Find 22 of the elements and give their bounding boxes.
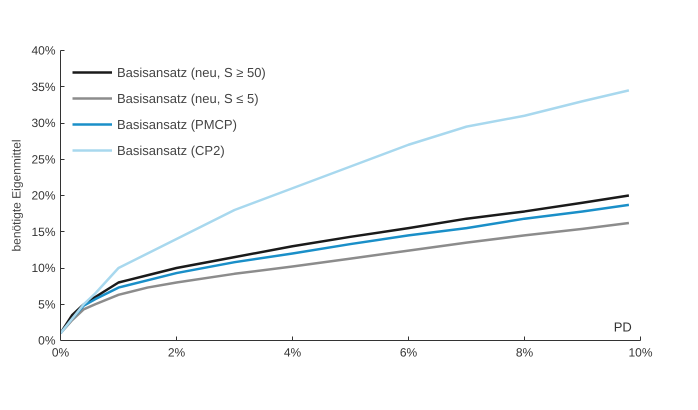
y-tick-label: 25% (31, 152, 56, 166)
x-tick-label: 4% (284, 346, 302, 360)
legend-label: Basisansatz (neu, S ≥ 50) (117, 64, 266, 80)
y-axis-title: benötigte Eigenmittel (9, 139, 24, 252)
x-tick-label: 0% (52, 346, 70, 360)
x-tick-label: 10% (628, 346, 653, 360)
y-tick-label: 5% (38, 297, 56, 312)
line-series (60, 89, 630, 334)
y-tick-label: 30% (31, 116, 56, 130)
y-tick-label: 0% (38, 334, 56, 348)
x-tick-label: 8% (516, 346, 534, 360)
x-tick-label: 2% (168, 346, 186, 360)
y-tick-label: 35% (31, 80, 56, 94)
y-tick-label: 10% (31, 261, 56, 275)
y-tick-label: 20% (31, 188, 56, 202)
legend-label: Basisansatz (neu, S ≤ 5) (117, 90, 259, 106)
legend-label: Basisansatz (PMCP) (117, 116, 237, 132)
x-tick-label: 6% (400, 346, 418, 360)
legend-label: Basisansatz (CP2) (117, 142, 225, 158)
y-tick-label: 40% (31, 44, 56, 58)
x-axis-title: PD (614, 320, 632, 335)
y-tick-label: 15% (31, 224, 56, 239)
